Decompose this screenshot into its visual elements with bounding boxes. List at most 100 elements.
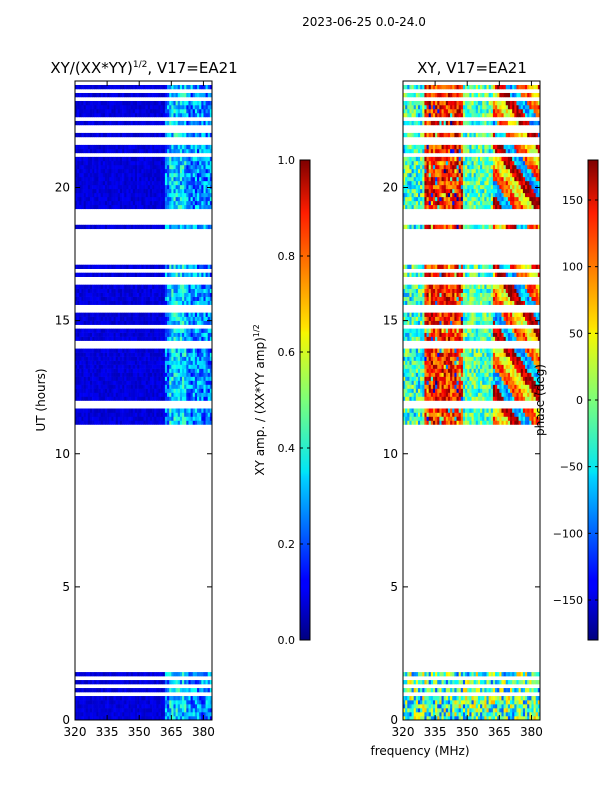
amplitude-heatmap-cell [188, 376, 191, 381]
amplitude-heatmap-cell [132, 312, 136, 317]
phase-heatmap-cell [445, 420, 449, 425]
amplitude-heatmap-cell [111, 168, 114, 174]
phase-heatmap-cell [441, 680, 444, 685]
phase-heatmap-cell [417, 708, 421, 713]
amplitude-heatmap-cell [192, 696, 196, 701]
amplitude-heatmap-cell [158, 296, 161, 301]
amplitude-heatmap-cell [175, 320, 179, 325]
amplitude-heatmap-cell [87, 180, 91, 186]
amplitude-heatmap-cell [137, 320, 140, 325]
amplitude-heatmap-cell [122, 364, 125, 369]
amplitude-heatmap-cell [128, 364, 131, 369]
amplitude-heatmap-cell [194, 120, 198, 126]
amplitude-heatmap-cell [184, 360, 187, 365]
amplitude-heatmap-cell [111, 172, 114, 178]
amplitude-heatmap-cell [85, 120, 89, 126]
amplitude-heatmap-cell [169, 172, 172, 178]
amplitude-heatmap-cell [83, 176, 86, 182]
phase-heatmap-cell [482, 688, 485, 693]
amplitude-heatmap-cell [81, 200, 84, 206]
amplitude-heatmap-cell [83, 388, 86, 393]
amplitude-heatmap-cell [98, 224, 101, 230]
amplitude-heatmap-cell [201, 700, 204, 705]
amplitude-heatmap-cell [134, 712, 138, 717]
amplitude-heatmap-cell [102, 364, 106, 369]
amplitude-heatmap-cell [169, 336, 172, 341]
amplitude-heatmap-cell [149, 144, 153, 150]
amplitude-heatmap-cell [199, 164, 202, 170]
amplitude-heatmap-cell [94, 104, 97, 110]
amplitude-heatmap [75, 84, 212, 720]
amplitude-heatmap-cell [113, 332, 116, 337]
amplitude-heatmap-cell [75, 272, 78, 277]
amplitude-heatmap-cell [137, 416, 140, 421]
amplitude-heatmap-cell [177, 420, 181, 425]
amplitude-heatmap-cell [201, 388, 204, 393]
phase-heatmap-cell [467, 700, 470, 705]
amplitude-heatmap-cell [107, 336, 110, 341]
phase-heatmap-cell [522, 420, 526, 425]
amplitude-heatmap-cell [162, 380, 166, 385]
amplitude-heatmap-cell [205, 420, 209, 425]
amplitude-heatmap-cell [175, 132, 179, 138]
amplitude-heatmap-cell [145, 364, 149, 369]
amplitude-heatmap-cell [111, 352, 114, 357]
amplitude-heatmap-cell [128, 316, 131, 321]
amplitude-heatmap-cell [156, 92, 159, 98]
amplitude-heatmap-cell [186, 160, 189, 166]
amplitude-heatmap-cell [197, 408, 200, 413]
amplitude-heatmap-cell [182, 312, 185, 317]
amplitude-heatmap-cell [205, 92, 209, 98]
amplitude-heatmap-cell [209, 380, 212, 385]
amplitude-heatmap-cell [173, 112, 176, 118]
amplitude-heatmap-cell [156, 172, 159, 178]
amplitude-heatmap-cell [199, 284, 202, 289]
amplitude-heatmap-cell [126, 352, 129, 357]
amplitude-heatmap-cell [81, 696, 84, 701]
amplitude-heatmap-cell [182, 224, 185, 230]
amplitude-heatmap-cell [79, 336, 82, 341]
phase-heatmap-cell [507, 416, 511, 421]
amplitude-heatmap-cell [197, 204, 200, 210]
phase-heatmap-cell [471, 688, 474, 693]
amplitude-heatmap-cell [109, 700, 112, 705]
phase-heatmap-cell [437, 408, 440, 413]
amplitude-heatmap-cell [92, 420, 95, 425]
amplitude-heatmap-cell [203, 352, 206, 357]
amplitude-heatmap-cell [201, 396, 204, 401]
amplitude-heatmap-cell [184, 376, 187, 381]
amplitude-heatmap-cell [167, 184, 170, 190]
amplitude-heatmap-cell [132, 84, 136, 90]
amplitude-heatmap-cell [141, 352, 144, 357]
phase-heatmap-cell [403, 688, 406, 693]
amplitude-heatmap-cell [194, 172, 198, 178]
amplitude-heatmap-cell [177, 108, 181, 114]
amplitude-heatmap-cell [119, 704, 123, 709]
amplitude-heatmap-cell [89, 288, 93, 293]
amplitude-heatmap-cell [203, 708, 206, 713]
amplitude-heatmap-cell [192, 332, 196, 337]
amplitude-heatmap-cell [141, 148, 144, 154]
amplitude-heatmap-cell [186, 204, 189, 210]
amplitude-heatmap-cell [201, 292, 204, 297]
phase-heatmap-cell [495, 680, 498, 685]
amplitude-heatmap-cell [137, 284, 140, 289]
amplitude-heatmap-cell [162, 108, 166, 114]
phase-heatmap-cell [522, 688, 526, 693]
phase-heatmap-cell [503, 680, 507, 685]
amplitude-heatmap-cell [139, 376, 142, 381]
amplitude-heatmap-cell [89, 200, 93, 206]
amplitude-heatmap-cell [109, 292, 112, 297]
amplitude-heatmap-cell [167, 388, 170, 393]
amplitude-heatmap-cell [119, 108, 123, 114]
amplitude-heatmap-cell [77, 716, 80, 720]
amplitude-heatmap-cell [177, 328, 181, 333]
amplitude-heatmap-cell [205, 412, 209, 417]
phase-heatmap-cell [518, 696, 522, 701]
amplitude-heatmap-cell [149, 300, 153, 305]
amplitude-heatmap-cell [85, 360, 89, 365]
phase-heatmap-cell [409, 696, 412, 701]
amplitude-heatmap-cell [179, 204, 183, 210]
amplitude-heatmap-cell [192, 700, 196, 705]
